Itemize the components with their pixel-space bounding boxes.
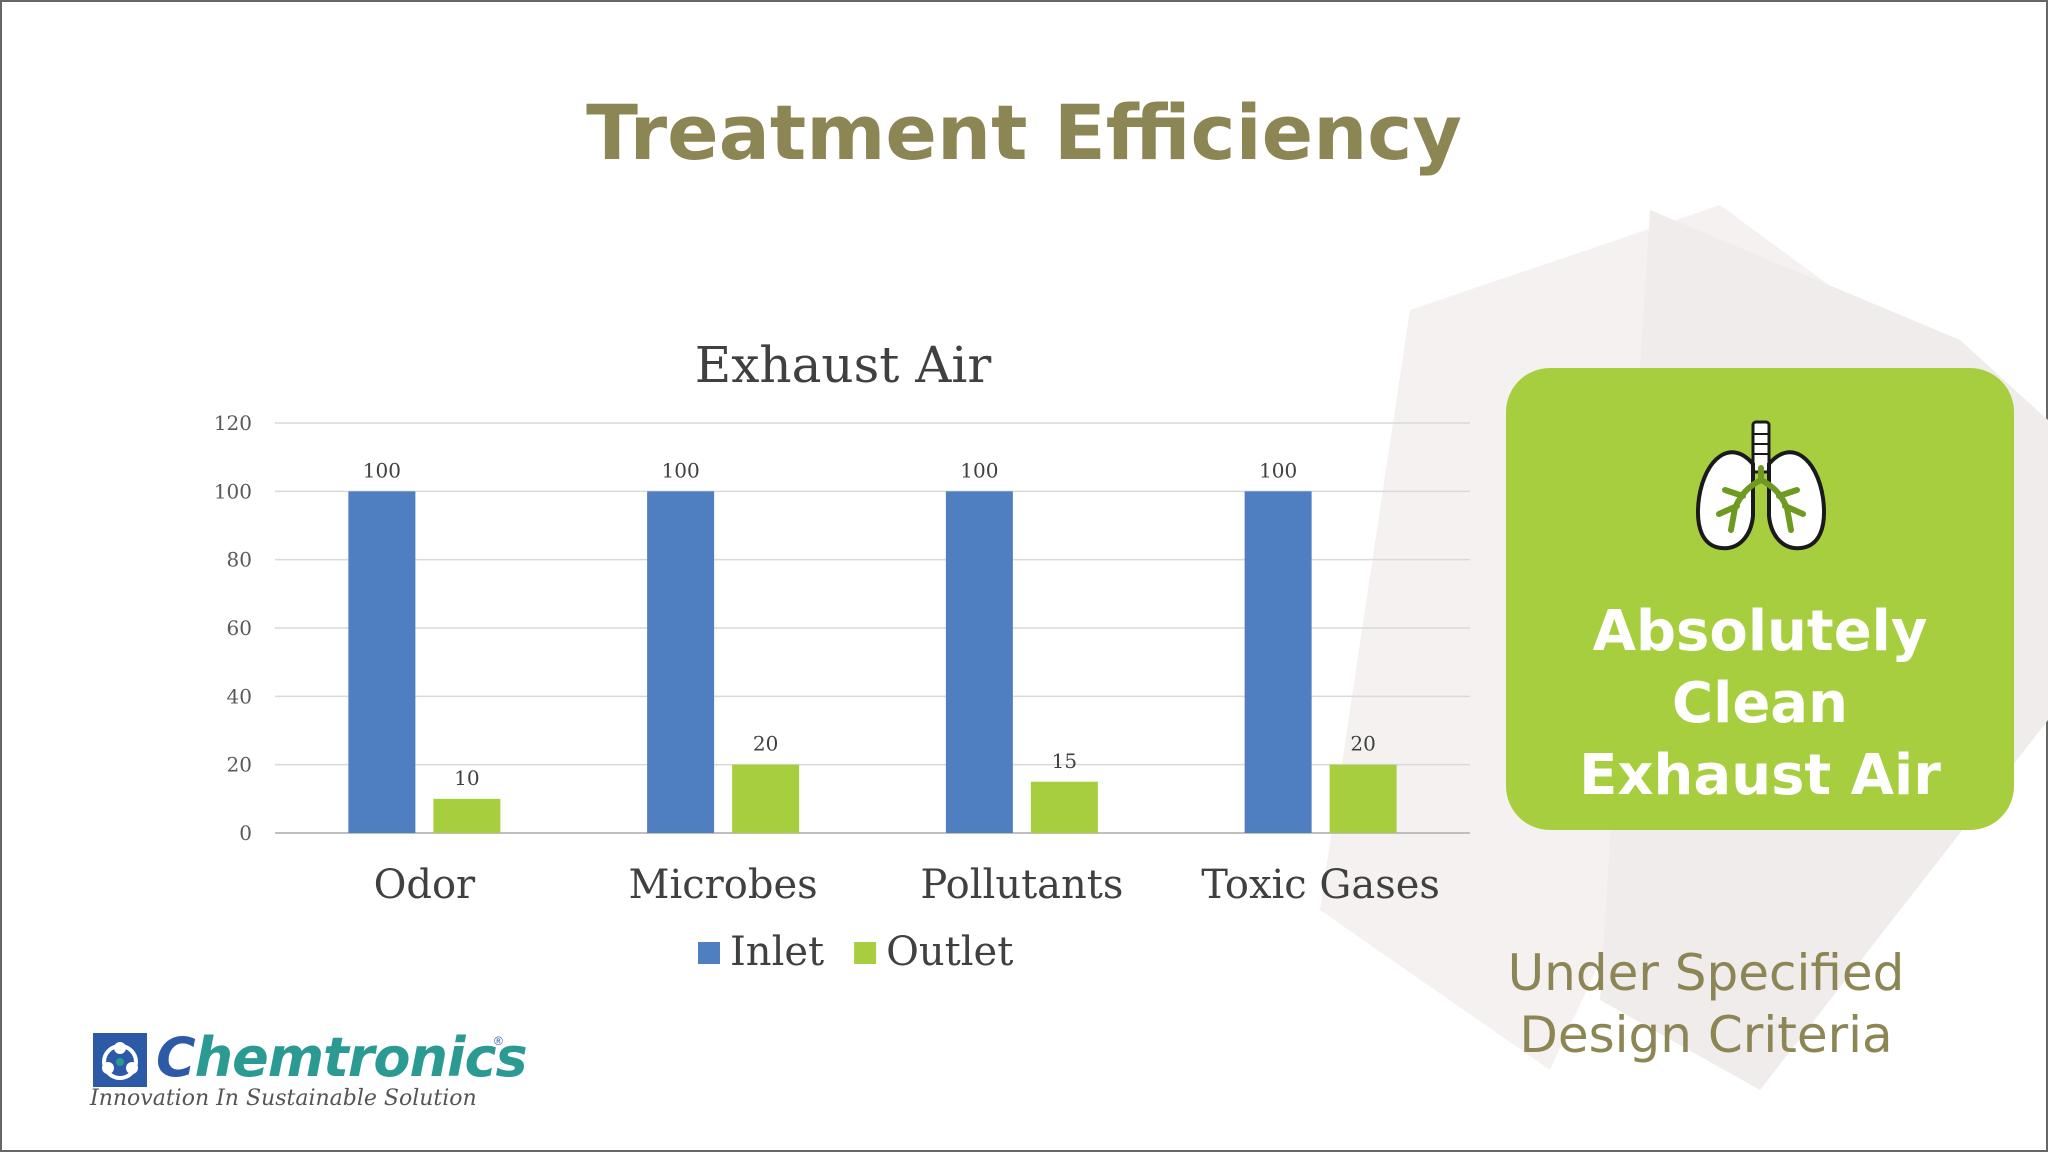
legend-swatch-inlet [698, 942, 720, 964]
data-label: 100 [1259, 458, 1297, 482]
data-label: 100 [363, 458, 401, 482]
logo-emblem-icon [93, 1033, 147, 1087]
callout-line-1: Absolutely Clean [1592, 599, 1928, 736]
logo-brand-name: Chemtronics [156, 1026, 528, 1089]
x-category-label: Odor [374, 862, 476, 908]
y-tick-label: 20 [227, 753, 252, 777]
bar-inlet [348, 491, 416, 833]
data-label: 20 [1350, 732, 1375, 756]
data-label: 100 [662, 458, 700, 482]
data-label: 100 [960, 458, 998, 482]
x-category-label: Microbes [629, 862, 818, 908]
x-category-label: Toxic Gases [1201, 862, 1440, 908]
lungs-icon [1696, 420, 1826, 551]
bar-outlet [732, 764, 800, 833]
data-label: 10 [454, 766, 479, 790]
y-tick-label: 80 [227, 548, 252, 572]
logo-registered-mark: ® [494, 1034, 503, 1048]
company-logo: Chemtronics ® Innovation In Sustainable … [88, 1026, 528, 1116]
logo-tagline: Innovation In Sustainable Solution [90, 1086, 477, 1111]
logo-brand-lead: C [156, 1026, 196, 1089]
legend-label-inlet: Inlet [730, 929, 824, 975]
criteria-line-1: Under Specified [1507, 944, 1905, 1002]
bar-outlet [433, 798, 501, 833]
y-tick-label: 60 [227, 616, 252, 640]
chart-title: Exhaust Air [695, 336, 992, 394]
criteria-line-2: Design Criteria [1519, 1006, 1893, 1064]
design-criteria-note: Under Specified Design Criteria [1466, 942, 1946, 1066]
callout-line-2: Exhaust Air [1579, 743, 1941, 808]
bar-inlet [945, 491, 1013, 833]
y-tick-label: 120 [214, 411, 252, 435]
y-tick-label: 0 [239, 821, 252, 845]
legend-swatch-outlet [854, 942, 877, 964]
bar-outlet [1030, 781, 1098, 833]
clean-air-callout: Absolutely Clean Exhaust Air [1506, 368, 2014, 830]
y-tick-label: 100 [214, 479, 252, 503]
bar-inlet [647, 491, 715, 833]
bar-outlet [1329, 764, 1397, 833]
y-tick-label: 40 [227, 684, 252, 708]
logo-brand-rest: hemtronics [194, 1026, 528, 1089]
legend-label-outlet: Outlet [886, 929, 1013, 975]
x-category-label: Pollutants [920, 862, 1123, 908]
bar-inlet [1244, 491, 1312, 833]
callout-text: Absolutely Clean Exhaust Air [1506, 596, 2014, 812]
data-label: 15 [1052, 749, 1077, 773]
slide-title: Treatment Efficiency [586, 88, 1462, 177]
data-label: 20 [753, 732, 778, 756]
